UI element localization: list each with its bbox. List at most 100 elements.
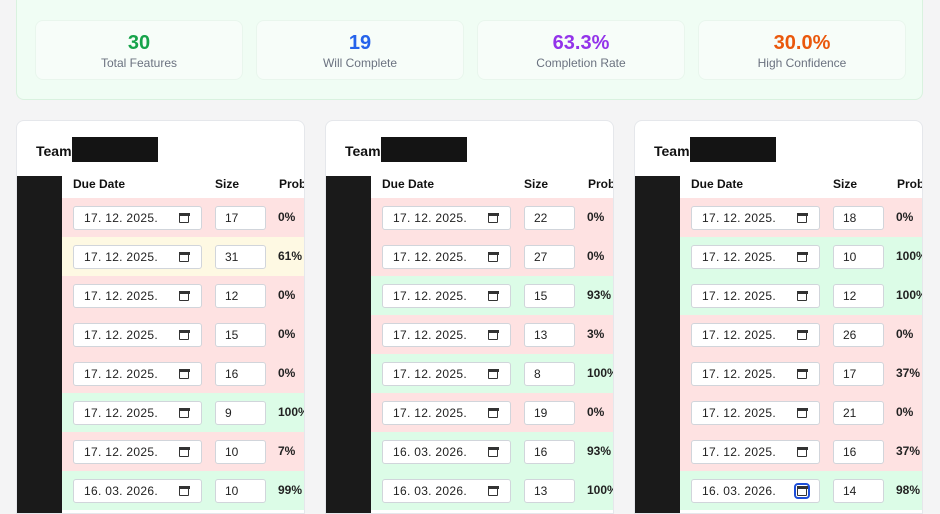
table-row: 16. 03. 2026. 16 93%: [371, 432, 613, 471]
calendar-icon[interactable]: [487, 407, 499, 418]
due-date-input[interactable]: 17. 12. 2025.: [73, 245, 202, 269]
calendar-icon[interactable]: [487, 290, 499, 301]
probability-value: 0%: [896, 210, 914, 224]
calendar-icon[interactable]: [796, 368, 808, 379]
calendar-icon[interactable]: [796, 290, 808, 301]
header-size: Size: [524, 177, 549, 191]
size-input[interactable]: 31: [215, 245, 266, 269]
due-date-input[interactable]: 17. 12. 2025.: [73, 440, 202, 464]
due-date-input[interactable]: 17. 12. 2025.: [691, 440, 820, 464]
due-date-value: 17. 12. 2025.: [393, 328, 467, 342]
due-date-input[interactable]: 17. 12. 2025.: [73, 401, 202, 425]
due-date-value: 17. 12. 2025.: [393, 367, 467, 381]
redacted-feature-column: [17, 176, 62, 513]
due-date-input[interactable]: 17. 12. 2025.: [691, 284, 820, 308]
size-input[interactable]: 16: [833, 440, 884, 464]
calendar-icon[interactable]: [796, 329, 808, 340]
size-input[interactable]: 22: [524, 206, 575, 230]
calendar-icon[interactable]: [487, 329, 499, 340]
due-date-input[interactable]: 17. 12. 2025.: [382, 206, 511, 230]
due-date-input[interactable]: 17. 12. 2025.: [73, 323, 202, 347]
calendar-icon[interactable]: [178, 485, 190, 496]
team-title: Team: [345, 143, 381, 159]
due-date-input[interactable]: 17. 12. 2025.: [382, 401, 511, 425]
due-date-input[interactable]: 16. 03. 2026.: [73, 479, 202, 503]
table-row: 17. 12. 2025. 17 37%: [680, 354, 922, 393]
size-input[interactable]: 21: [833, 401, 884, 425]
size-input[interactable]: 8: [524, 362, 575, 386]
calendar-icon[interactable]: [487, 485, 499, 496]
size-input[interactable]: 10: [215, 440, 266, 464]
due-date-input[interactable]: 17. 12. 2025.: [691, 206, 820, 230]
size-input[interactable]: 14: [833, 479, 884, 503]
due-date-input[interactable]: 17. 12. 2025.: [691, 362, 820, 386]
table-row: 17. 12. 2025. 16 0%: [62, 354, 304, 393]
size-input[interactable]: 15: [524, 284, 575, 308]
size-input[interactable]: 13: [524, 479, 575, 503]
size-input[interactable]: 13: [524, 323, 575, 347]
due-date-input[interactable]: 17. 12. 2025.: [382, 284, 511, 308]
calendar-icon[interactable]: [178, 251, 190, 262]
due-date-value: 17. 12. 2025.: [702, 445, 776, 459]
due-date-input[interactable]: 17. 12. 2025.: [382, 245, 511, 269]
probability-value: 3%: [587, 327, 605, 341]
due-date-input[interactable]: 17. 12. 2025.: [691, 401, 820, 425]
due-date-value: 16. 03. 2026.: [393, 484, 467, 498]
due-date-value: 17. 12. 2025.: [84, 250, 158, 264]
table-row: 17. 12. 2025. 13 3%: [371, 315, 613, 354]
size-input[interactable]: 12: [833, 284, 884, 308]
probability-value: 100%: [278, 405, 304, 419]
due-date-input[interactable]: 17. 12. 2025.: [691, 323, 820, 347]
calendar-icon[interactable]: [487, 251, 499, 262]
due-date-input[interactable]: 17. 12. 2025.: [691, 245, 820, 269]
due-date-input[interactable]: 17. 12. 2025.: [73, 206, 202, 230]
due-date-input[interactable]: 17. 12. 2025.: [73, 284, 202, 308]
size-input[interactable]: 16: [524, 440, 575, 464]
probability-value: 37%: [896, 444, 921, 458]
due-date-value: 17. 12. 2025.: [393, 406, 467, 420]
size-input[interactable]: 17: [833, 362, 884, 386]
calendar-icon[interactable]: [178, 446, 190, 457]
size-input[interactable]: 19: [524, 401, 575, 425]
team-title: Team: [654, 143, 690, 159]
size-input[interactable]: 17: [215, 206, 266, 230]
due-date-input[interactable]: 17. 12. 2025.: [382, 323, 511, 347]
size-input[interactable]: 9: [215, 401, 266, 425]
probability-value: 37%: [896, 366, 921, 380]
calendar-icon[interactable]: [178, 407, 190, 418]
size-input[interactable]: 10: [833, 245, 884, 269]
header-prob: Prob: [897, 177, 923, 191]
calendar-icon[interactable]: [178, 368, 190, 379]
header-size: Size: [833, 177, 858, 191]
calendar-icon[interactable]: [794, 483, 810, 499]
calendar-icon[interactable]: [796, 212, 808, 223]
probability-value: 93%: [587, 444, 612, 458]
size-input[interactable]: 12: [215, 284, 266, 308]
size-input[interactable]: 10: [215, 479, 266, 503]
calendar-icon[interactable]: [487, 446, 499, 457]
due-date-input[interactable]: 17. 12. 2025.: [73, 362, 202, 386]
calendar-icon[interactable]: [178, 329, 190, 340]
calendar-icon[interactable]: [487, 368, 499, 379]
due-date-input[interactable]: 16. 03. 2026.: [691, 479, 820, 503]
due-date-value: 17. 12. 2025.: [393, 289, 467, 303]
stat-completion-rate: 63.3% Completion Rate: [477, 20, 685, 80]
due-date-input[interactable]: 16. 03. 2026.: [382, 479, 511, 503]
calendar-icon[interactable]: [796, 446, 808, 457]
calendar-icon[interactable]: [487, 212, 499, 223]
size-input[interactable]: 26: [833, 323, 884, 347]
calendar-icon[interactable]: [178, 290, 190, 301]
due-date-input[interactable]: 16. 03. 2026.: [382, 440, 511, 464]
size-input[interactable]: 15: [215, 323, 266, 347]
team-panel: Team Due Date Size Prob 17. 12. 2025. 22 0%…: [325, 120, 614, 514]
table-row: 17. 12. 2025. 22 0%: [371, 198, 613, 237]
calendar-icon[interactable]: [796, 407, 808, 418]
table-row: 17. 12. 2025. 15 0%: [62, 315, 304, 354]
size-input[interactable]: 16: [215, 362, 266, 386]
stat-value: 30.0%: [773, 32, 831, 54]
size-input[interactable]: 27: [524, 245, 575, 269]
due-date-input[interactable]: 17. 12. 2025.: [382, 362, 511, 386]
calendar-icon[interactable]: [796, 251, 808, 262]
size-input[interactable]: 18: [833, 206, 884, 230]
calendar-icon[interactable]: [178, 212, 190, 223]
